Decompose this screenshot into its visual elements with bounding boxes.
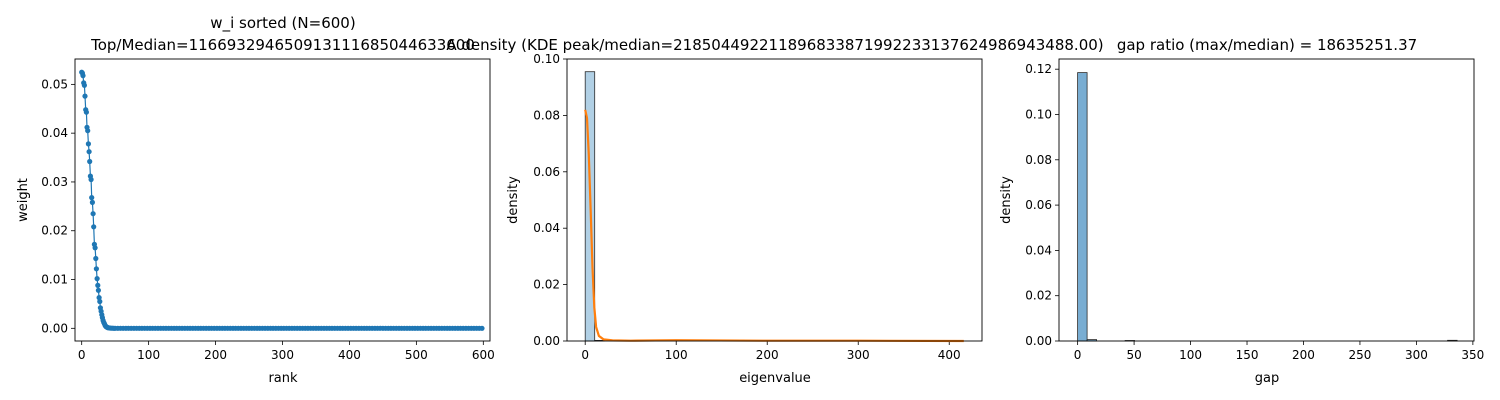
weight-point	[87, 158, 93, 165]
panel-density-xtick-label: 400	[938, 348, 961, 362]
weight-point	[94, 276, 100, 282]
panel-density-title: A density (KDE peak/median=2185044922118…	[446, 36, 1103, 54]
panel-weights: w_i sorted (N=600) Top/Median=1166932946…	[16, 14, 495, 386]
weight-point	[82, 93, 88, 99]
panel-gap-xtick-label: 300	[1405, 348, 1428, 362]
panel-weights-xtick-label: 600	[472, 348, 495, 362]
panel-density-xlabel: eigenvalue	[739, 371, 811, 386]
weight-point	[85, 141, 91, 147]
kde-curve	[584, 109, 964, 343]
panel-gap-xtick-label: 50	[1126, 348, 1141, 362]
panel-density-ytick-label: 0.08	[533, 108, 560, 122]
weights-line	[81, 71, 482, 329]
panel-gap-ytick-label: 0.10	[1025, 107, 1052, 121]
panel-gap-xtick-label: 350	[1461, 348, 1484, 362]
weight-point	[91, 224, 97, 230]
weight-point	[93, 266, 99, 272]
panel-density-ytick-label: 0.06	[533, 165, 560, 179]
panel-weights-xlabel: rank	[268, 371, 298, 386]
panel-weights-ytick-label: 0.03	[41, 175, 68, 189]
weight-point	[479, 325, 485, 331]
panel-gap-xlabel: gap	[1255, 371, 1279, 386]
weight-point	[81, 82, 87, 88]
panel-gap-title: gap ratio (max/median) = 18635251.37	[1117, 36, 1417, 54]
weight-point	[96, 295, 102, 301]
panel-weights-ytick-label: 0.05	[41, 77, 68, 91]
panel-density-ytick-label: 0.02	[533, 278, 560, 292]
panel-weights-ylabel: weight	[16, 178, 31, 222]
panel-density-ytick-label: 0.04	[533, 221, 560, 235]
panel-gap-xtick-label: 250	[1348, 348, 1371, 362]
weight-point	[83, 109, 89, 115]
panel-gap-xtick-label: 100	[1179, 348, 1202, 362]
panel-weights-xtick-label: 500	[405, 348, 428, 362]
panel-gap-ytick-label: 0.04	[1025, 243, 1052, 257]
panel-weights-xtick-label: 200	[204, 348, 227, 362]
panel-weights-xtick-label: 300	[271, 348, 294, 362]
weight-point	[86, 149, 92, 155]
panel-gap-xtick-label: 200	[1292, 348, 1315, 362]
panel-density-xtick-label: 0	[581, 348, 589, 362]
panel-weights-ytick-label: 0.02	[41, 224, 68, 238]
panel-weights-ytick-label: 0.01	[41, 273, 68, 287]
panel-weights-xtick-label: 0	[78, 348, 86, 362]
panel-density-xtick-label: 300	[847, 348, 870, 362]
panel-weights-ytick-label: 0.00	[41, 321, 68, 335]
weight-point	[90, 211, 96, 217]
panel-density: A density (KDE peak/median=2185044922118…	[446, 36, 1103, 386]
panel-weights-xtick-label: 400	[338, 348, 361, 362]
panel-density-xtick-label: 200	[756, 348, 779, 362]
panel-weights-title: w_i sorted (N=600)	[210, 14, 355, 33]
panel-density-ytick-label: 0.10	[533, 52, 560, 66]
panel-density-ytick-label: 0.00	[533, 334, 560, 348]
panel-density-xtick-label: 100	[665, 348, 688, 362]
panel-gap: gap ratio (max/median) = 18635251.37 gap…	[999, 36, 1484, 386]
panel-gap-ytick-label: 0.02	[1025, 289, 1052, 303]
panel-density-ylabel: density	[506, 176, 521, 224]
weight-point	[92, 245, 98, 251]
panel-gap-bar	[1077, 72, 1088, 342]
panel-gap-ytick-label: 0.00	[1025, 334, 1052, 348]
panel-gap-ytick-label: 0.12	[1025, 62, 1052, 76]
panel-gap-frame	[1058, 58, 1475, 342]
weight-point	[89, 199, 95, 205]
panel-gap-ytick-label: 0.06	[1025, 198, 1052, 212]
weight-point	[95, 287, 101, 293]
panel-gap-xtick-label: 0	[1074, 348, 1082, 362]
panel-weights-ytick-label: 0.04	[41, 126, 68, 140]
panel-density-frame	[566, 58, 983, 342]
weight-point	[95, 282, 101, 288]
weight-point	[85, 128, 91, 134]
panel-weights-frame	[74, 58, 491, 342]
panel-gap-ytick-label: 0.08	[1025, 153, 1052, 167]
panel-gap-ylabel: density	[999, 176, 1014, 224]
panel-weights-subtitle: Top/Median=11669329465091311168504463360…	[90, 36, 475, 54]
weight-point	[89, 195, 95, 201]
weight-point	[97, 298, 103, 305]
panel-gap-xtick-label: 150	[1236, 348, 1259, 362]
weight-point	[80, 73, 86, 79]
weight-point	[88, 176, 94, 183]
weight-point	[93, 255, 99, 262]
panel-weights-xtick-label: 100	[137, 348, 160, 362]
